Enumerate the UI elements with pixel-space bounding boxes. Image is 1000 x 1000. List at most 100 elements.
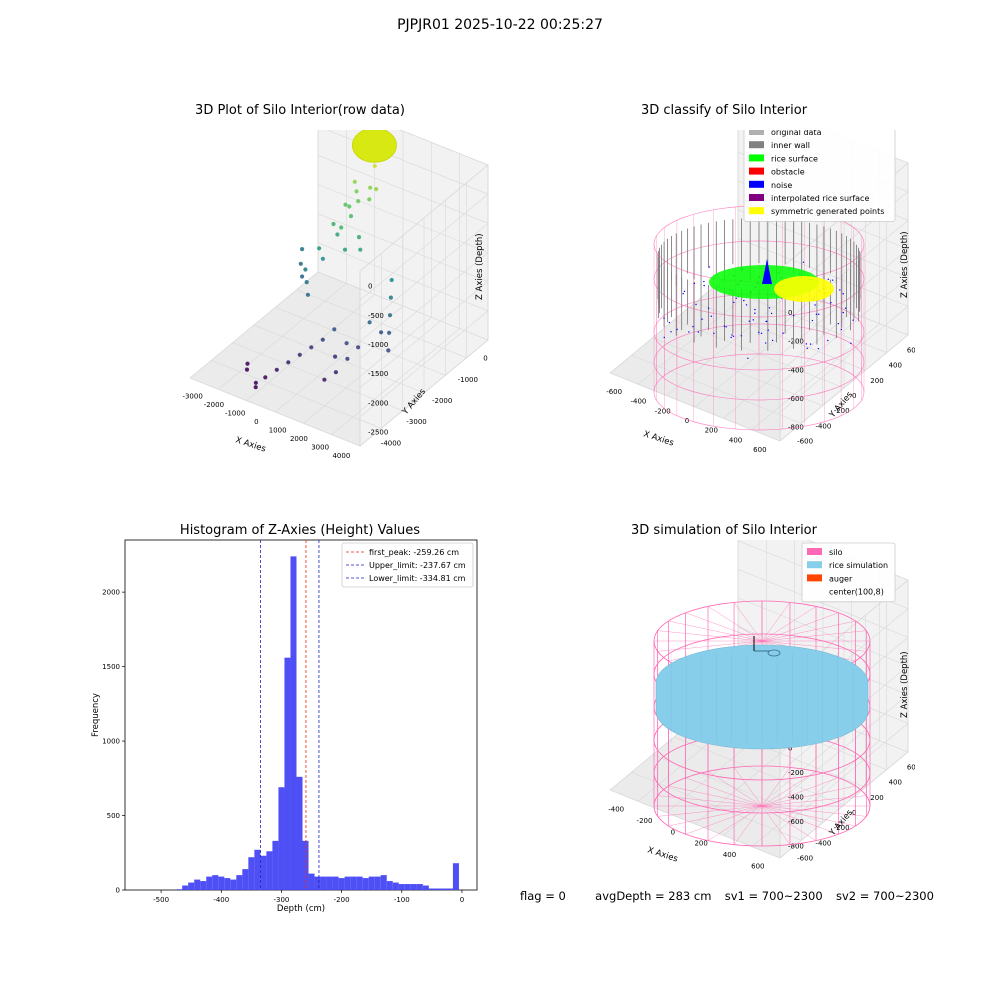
histogram-bar [326,876,333,890]
noise-point [670,331,672,333]
z-tick-label: -200 [788,769,804,777]
z-tick-label: -2000 [368,399,388,407]
histogram-bar [380,875,387,890]
noise-point [703,284,705,287]
noise-point [713,332,715,334]
scatter-point [286,360,291,365]
noise-point [805,343,808,345]
histogram-bar [332,876,339,890]
x-tick-label: -3000 [182,392,202,400]
noise-point [830,302,832,304]
histogram-bar [260,855,267,890]
gridline [296,289,467,358]
panel2-title: 3D classify of Silo Interior [640,103,808,118]
status-footer: flag = 0 avgDepth = 283 cm sv1 = 700~230… [520,889,934,903]
silo-bottom-spoke [657,795,763,807]
gridline [326,130,489,195]
histogram-bar [434,888,441,890]
noise-point [710,315,712,317]
noise-point [725,326,727,328]
noise-point [814,304,816,306]
z-tick-label: -1000 [368,341,388,349]
silo-bottom-spoke [657,805,763,817]
x-tick-label: 600 [753,446,766,454]
x-tick-label: -400 [630,398,646,406]
depth-histogram-chart: -500 -400 -300 -200 -100 0 0 500 1000 1500 2000 f… [91,539,478,914]
scatter-point [303,267,308,272]
legend-label: first_peak: -259.26 cm [369,548,459,557]
noise-point [745,304,748,306]
x-tick-label: 3000 [311,443,329,451]
y-tick-labels: 0 -1000 -2000 -3000 -4000 [381,355,488,448]
histogram-bar [290,556,297,890]
x-tick-label: -300 [273,896,289,904]
histogram-bar [320,876,327,890]
noise-point [815,313,818,316]
y-tick-label: -400 [815,422,831,430]
scatter-point [374,187,379,192]
noise-point [827,339,829,342]
sv1-text: sv1 = 700~2300 [724,889,823,903]
y-tick-label: 200 [870,377,883,385]
noise-point [676,328,678,331]
scatter-point [305,292,310,297]
x-tick-label: 0 [671,828,675,836]
scatter-point [388,295,393,300]
legend-label: center(100,8) [829,588,884,597]
x-tick-label: -400 [213,896,229,904]
noise-point [852,319,854,321]
x-tick-label: 400 [729,436,742,444]
silo-bottom-spoke [761,767,791,807]
y-tick-label: -2000 [432,397,452,405]
silo-bottom-spoke [733,805,763,845]
histogram-bar [356,876,363,890]
silo-top-spoke [761,602,791,642]
histogram-bar [410,884,417,890]
silo-top-spoke [761,640,867,652]
legend-label: obstacle [771,168,805,177]
histogram-bar [254,849,261,890]
noise-point [707,307,710,309]
z-axis-label: Z Axies (Depth) [475,233,485,300]
histogram-bar [200,881,207,890]
scatter-point [386,348,391,353]
y-tick-label: 400 [889,779,902,787]
x-tick-label: 400 [723,851,736,859]
z-tick-label: -200 [788,338,804,346]
silo-top-spoke [668,620,763,642]
histogram-bar [194,879,201,890]
legend-label: rice simulation [829,561,888,570]
silo-bottom-spoke [761,805,856,827]
legend-box [743,130,896,222]
noise-point [692,325,694,328]
noise-point [682,293,684,295]
z-tick-label: -400 [788,794,804,802]
noise-point [743,299,745,302]
y-tick-label: 0 [852,392,856,400]
histogram-bar [398,884,405,890]
legend-swatch [749,141,764,149]
histogram-bar [368,876,375,890]
histogram-bar [362,878,369,890]
histogram-bar [452,863,459,890]
legend-label: Lower_limit: -334.81 cm [369,574,466,583]
noise-point [758,331,760,334]
gridline [317,271,489,341]
noise-point [733,301,735,304]
legend-swatch [807,548,822,555]
silo-bottom-spoke [707,771,763,807]
scatter-point [389,277,394,283]
x-axis-label: X Axies [646,845,679,864]
scatter-point [317,246,322,251]
y-tick-label: -1000 [458,376,478,384]
noise-point [663,317,665,319]
legend-label: silo [829,548,843,557]
histogram-bar [206,876,213,890]
noise-point [767,329,769,331]
noise-point [844,307,847,309]
noise-point [806,347,808,350]
x-tick-label: 0 [460,896,464,904]
y-tick-label: -3000 [406,418,426,426]
z-tick-label: -600 [788,395,804,403]
histogram-bar [224,878,231,890]
